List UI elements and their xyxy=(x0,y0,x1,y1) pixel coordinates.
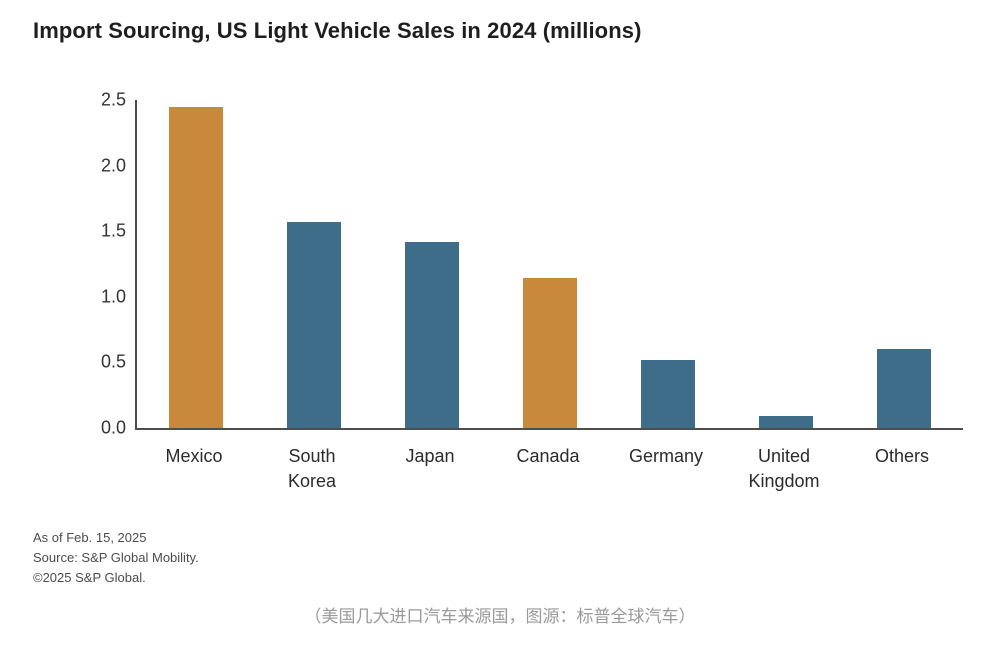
bar-united-kingdom xyxy=(759,416,813,428)
y-tick-label-2.5: 2.5 xyxy=(100,89,126,110)
footnote: As of Feb. 15, 2025 Source: S&P Global M… xyxy=(33,528,199,588)
y-tick-label-1.0: 1.0 xyxy=(100,286,126,307)
bar-slot-united-kingdom xyxy=(727,100,845,428)
footnote-as-of: As of Feb. 15, 2025 xyxy=(33,530,147,545)
caption: （美国几大进口汽车来源国，图源：标普全球汽车） xyxy=(304,607,696,626)
plot-area xyxy=(135,100,963,430)
bar-slot-south-korea xyxy=(255,100,373,428)
x-label-japan: Japan xyxy=(405,446,455,466)
x-label-south-korea: South Korea xyxy=(287,446,337,491)
y-tick-label-0.0: 0.0 xyxy=(100,417,126,438)
bar-slot-japan xyxy=(373,100,491,428)
bar-slot-others xyxy=(845,100,963,428)
x-label-united-kingdom: United Kingdom xyxy=(748,446,820,491)
bars-row xyxy=(137,100,963,428)
bar-mexico xyxy=(169,106,223,428)
x-label-mexico: Mexico xyxy=(165,446,223,466)
bar-slot-germany xyxy=(609,100,727,428)
y-tick-label-0.5: 0.5 xyxy=(100,351,126,372)
bar-germany xyxy=(641,359,695,428)
bar-south-korea xyxy=(287,222,341,428)
chart-title: Import Sourcing, US Light Vehicle Sales … xyxy=(33,18,642,43)
y-axis-labels: 0.0 0.5 1.0 1.5 2.0 2.5 xyxy=(0,90,126,438)
footnote-copyright: ©2025 S&P Global. xyxy=(33,570,146,585)
bar-others xyxy=(877,349,931,428)
x-label-canada: Canada xyxy=(516,446,580,466)
y-tick-label-2.0: 2.0 xyxy=(100,155,126,176)
footnote-source: Source: S&P Global Mobility. xyxy=(33,550,199,565)
x-axis-labels: Mexico South Korea Japan Canada Germany United… xyxy=(135,444,961,494)
bar-slot-canada xyxy=(491,100,609,428)
bar-canada xyxy=(523,278,577,428)
bar-japan xyxy=(405,241,459,428)
bar-slot-mexico xyxy=(137,100,255,428)
x-label-others: Others xyxy=(874,446,930,466)
x-label-germany: Germany xyxy=(628,446,704,466)
y-tick-label-1.5: 1.5 xyxy=(100,220,126,241)
